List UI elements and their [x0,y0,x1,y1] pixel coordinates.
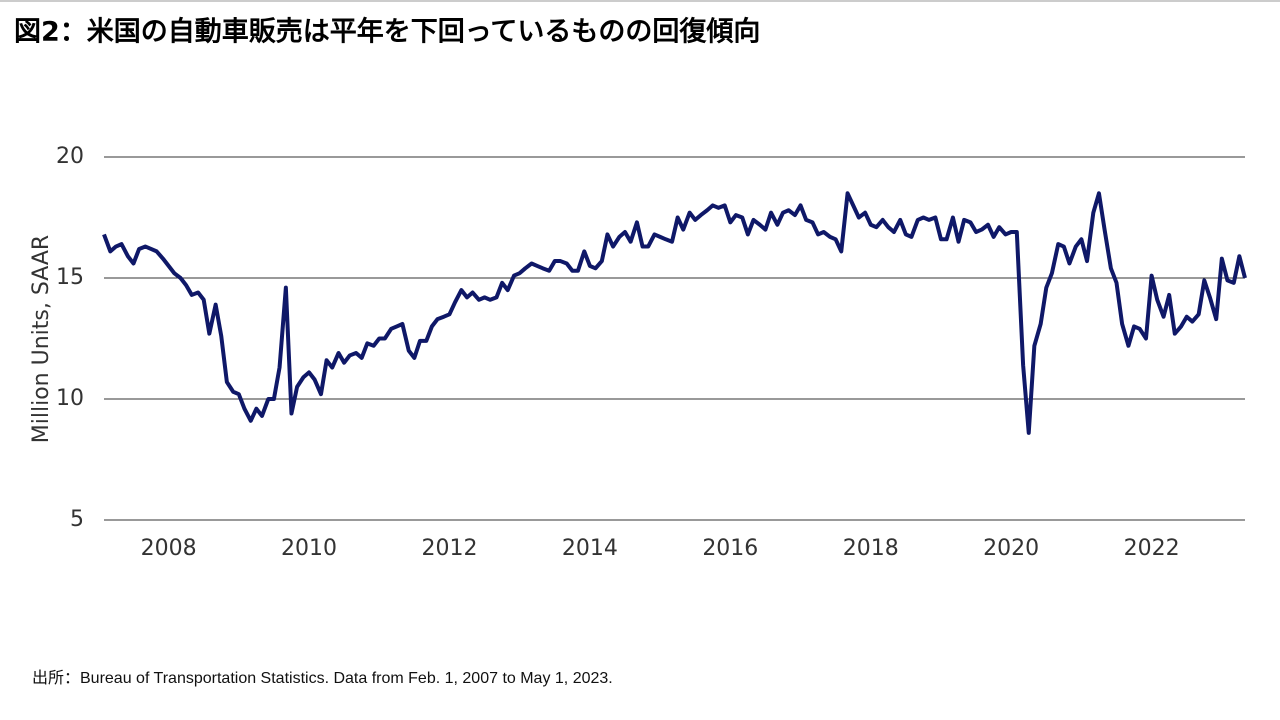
chart-title: 図2：米国の自動車販売は平年を下回っているものの回復傾向 [14,16,760,48]
y-tick-label: 5 [70,507,84,532]
y-tick-label: 20 [56,144,84,169]
x-tick-label: 2008 [141,536,197,561]
y-tick-label: 15 [56,265,84,290]
source-note: 出所：Bureau of Transportation Statistics. … [32,669,613,687]
x-tick-label: 2014 [562,536,618,561]
x-tick-label: 2018 [843,536,899,561]
x-tick-label: 2010 [281,536,337,561]
y-axis-label: Million Units, SAAR [29,235,54,443]
x-tick-label: 2016 [702,536,758,561]
x-tick-label: 2012 [421,536,477,561]
x-tick-label: 2020 [983,536,1039,561]
x-tick-label: 2022 [1124,536,1180,561]
series-line [102,191,1247,435]
y-tick-label: 10 [56,386,84,411]
